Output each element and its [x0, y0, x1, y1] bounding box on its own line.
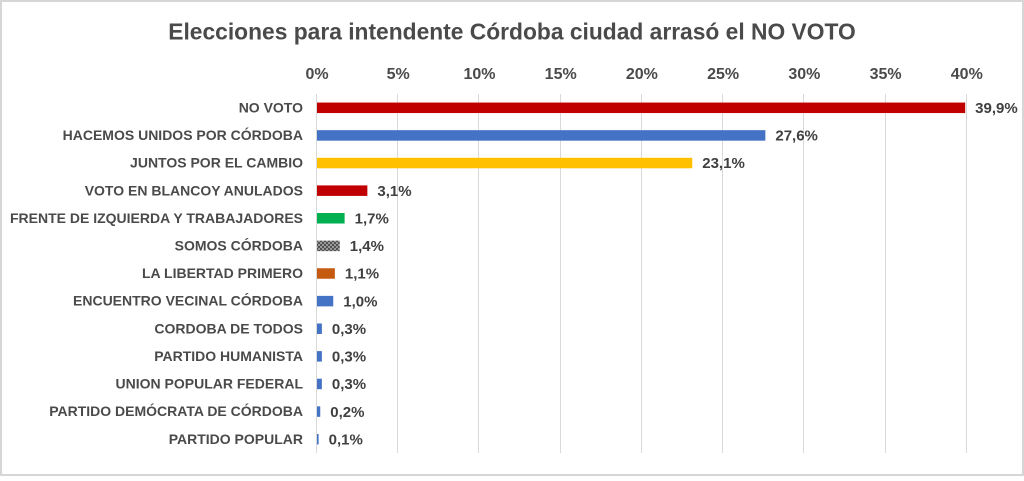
svg-text:NO VOTO: NO VOTO [239, 99, 303, 115]
svg-text:1,0%: 1,0% [343, 293, 377, 310]
svg-text:39,9%: 39,9% [975, 100, 1018, 117]
svg-text:35%: 35% [870, 66, 902, 83]
svg-text:PARTIDO HUMANISTA: PARTIDO HUMANISTA [154, 348, 303, 364]
svg-text:HACEMOS UNIDOS POR CÓRDOBA: HACEMOS UNIDOS POR CÓRDOBA [63, 126, 303, 143]
svg-text:LA LIBERTAD PRIMERO: LA LIBERTAD PRIMERO [142, 265, 303, 281]
svg-text:1,7%: 1,7% [355, 210, 389, 227]
svg-text:SOMOS CÓRDOBA: SOMOS CÓRDOBA [175, 236, 303, 253]
svg-text:10%: 10% [463, 66, 495, 83]
svg-text:PARTIDO POPULAR: PARTIDO POPULAR [169, 431, 303, 447]
svg-text:25%: 25% [707, 66, 739, 83]
svg-text:1,4%: 1,4% [350, 238, 384, 255]
svg-text:23,1%: 23,1% [702, 155, 745, 172]
svg-text:0,2%: 0,2% [330, 404, 364, 421]
svg-text:VOTO EN BLANCOY ANULADOS: VOTO EN BLANCOY ANULADOS [85, 182, 303, 198]
svg-text:UNION POPULAR FEDERAL: UNION POPULAR FEDERAL [116, 376, 304, 392]
svg-text:5%: 5% [387, 66, 410, 83]
svg-text:0,3%: 0,3% [332, 349, 366, 366]
svg-text:CORDOBA DE TODOS: CORDOBA DE TODOS [154, 320, 303, 336]
svg-text:40%: 40% [951, 66, 983, 83]
svg-text:FRENTE DE IZQUIERDA Y TRABAJAD: FRENTE DE IZQUIERDA Y TRABAJADORES [10, 210, 303, 226]
svg-text:15%: 15% [545, 66, 577, 83]
svg-text:3,1%: 3,1% [377, 183, 411, 200]
svg-text:JUNTOS POR EL CAMBIO: JUNTOS POR EL CAMBIO [130, 155, 303, 171]
svg-text:ENCUENTRO VECINAL CÓRDOBA: ENCUENTRO VECINAL CÓRDOBA [73, 292, 303, 309]
svg-text:Elecciones para intendente Cór: Elecciones para intendente Córdoba ciuda… [168, 19, 855, 45]
svg-text:27,6%: 27,6% [775, 128, 818, 145]
svg-text:0%: 0% [305, 66, 328, 83]
svg-text:0,3%: 0,3% [332, 376, 366, 393]
svg-text:0,3%: 0,3% [332, 321, 366, 338]
svg-text:PARTIDO DEMÓCRATA DE CÓRDOBA: PARTIDO DEMÓCRATA DE CÓRDOBA [49, 402, 303, 419]
svg-text:0,1%: 0,1% [329, 431, 363, 448]
svg-text:30%: 30% [788, 66, 820, 83]
svg-text:20%: 20% [626, 66, 658, 83]
svg-text:1,1%: 1,1% [345, 266, 379, 283]
